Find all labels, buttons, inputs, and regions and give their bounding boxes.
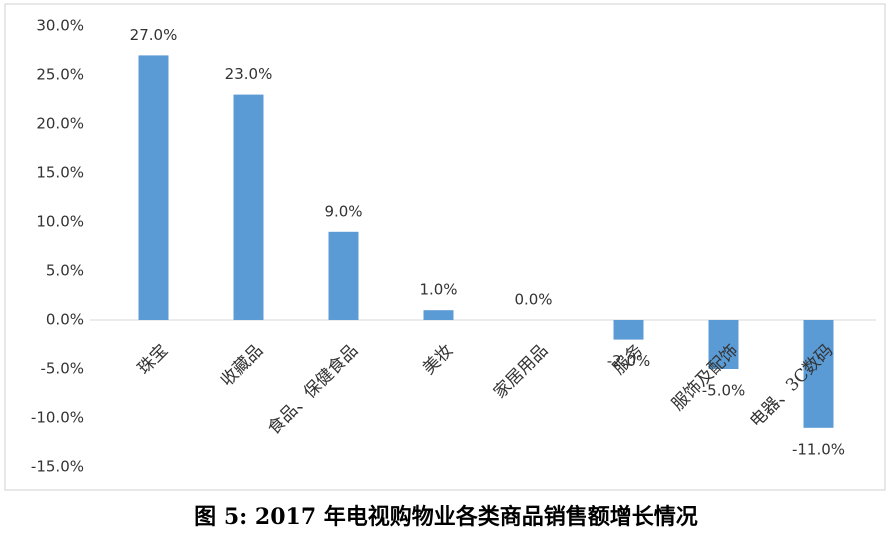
y-tick-label: 5.0%	[46, 262, 84, 280]
x-tick-label: 服饰及配饰	[668, 341, 742, 415]
value-label: -11.0%	[792, 440, 845, 458]
x-tick-label: 家居用品	[490, 341, 552, 403]
bar	[328, 231, 359, 320]
bar	[708, 320, 739, 369]
chart-title: 图 5: 2017 年电视购物业各类商品销售额增长情况	[194, 504, 698, 530]
value-label: -5.0%	[702, 382, 746, 400]
x-tick-label: 食品、保健食品	[264, 341, 362, 439]
x-tick-label: 收藏品	[217, 341, 267, 391]
y-tick-label: 25.0%	[36, 66, 84, 84]
chart-frame	[4, 3, 886, 491]
value-label: 1.0%	[419, 281, 457, 299]
value-label: 9.0%	[324, 202, 362, 220]
y-tick-label: 10.0%	[36, 213, 84, 231]
x-tick-label: 服务	[609, 341, 647, 379]
value-label: 23.0%	[225, 65, 273, 83]
bar	[138, 55, 169, 321]
value-label: 27.0%	[130, 26, 178, 44]
bar	[423, 310, 454, 320]
x-tick-label: 美妆	[419, 341, 457, 379]
y-tick-label: 15.0%	[36, 164, 84, 182]
value-label: 0.0%	[514, 291, 552, 309]
y-tick-label: -5.0%	[40, 360, 84, 378]
y-tick-label: -15.0%	[31, 458, 84, 476]
x-tick-label: 珠宝	[134, 341, 172, 379]
value-label: -2.0%	[607, 352, 651, 370]
y-tick-label: -10.0%	[31, 409, 84, 427]
y-tick-label: 30.0%	[36, 17, 84, 35]
y-tick-label: 0.0%	[46, 311, 84, 329]
bar	[233, 94, 264, 320]
y-tick-label: 20.0%	[36, 115, 84, 133]
bar	[803, 320, 834, 428]
bar	[613, 320, 644, 340]
